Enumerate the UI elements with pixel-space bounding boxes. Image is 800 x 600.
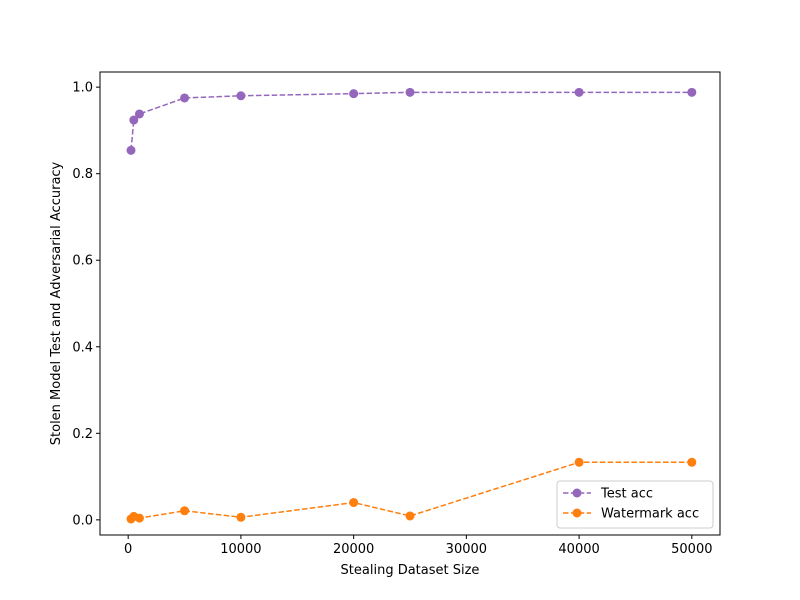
- data-point-watermark-acc: [687, 457, 697, 467]
- data-point-test-acc: [236, 91, 246, 101]
- legend-label-watermark-acc: Watermark acc: [601, 507, 699, 522]
- data-point-watermark-acc: [180, 506, 190, 516]
- plot-frame: [99, 71, 721, 536]
- data-point-test-acc: [129, 115, 139, 125]
- legend-marker-watermark-acc: [572, 508, 582, 518]
- data-point-test-acc: [180, 93, 190, 103]
- data-point-watermark-acc: [574, 457, 584, 467]
- x-tick-label: 50000: [671, 542, 712, 557]
- data-point-watermark-acc: [134, 513, 144, 523]
- x-tick-label: 30000: [446, 542, 487, 557]
- data-point-watermark-acc: [349, 498, 359, 508]
- y-axis: 0.0 0.2 0.4 0.6 0.8 1.0: [72, 81, 100, 528]
- data-point-test-acc: [126, 145, 136, 155]
- data-point-test-acc: [687, 87, 697, 97]
- y-tick-label: 0.2: [72, 427, 93, 442]
- data-point-test-acc: [349, 89, 359, 99]
- x-tick-label: 40000: [558, 542, 599, 557]
- y-axis-label: Stolen Model Test and Adversarial Accura…: [49, 161, 64, 445]
- x-tick-label: 20000: [333, 542, 374, 557]
- y-tick-label: 0.0: [72, 513, 93, 528]
- data-point-test-acc: [405, 87, 415, 97]
- x-axis-label: Stealing Dataset Size: [341, 563, 480, 578]
- y-tick-label: 0.8: [72, 167, 93, 182]
- y-tick-label: 0.4: [72, 340, 93, 355]
- y-tick-label: 1.0: [72, 81, 93, 96]
- data-point-watermark-acc: [236, 512, 246, 522]
- legend-frame: [556, 480, 714, 529]
- legend-marker-test-acc: [572, 488, 582, 498]
- series-layer: [126, 87, 697, 524]
- data-point-test-acc: [574, 87, 584, 97]
- data-point-test-acc: [134, 109, 144, 119]
- x-tick-label: 0: [124, 542, 132, 557]
- x-axis: 0 10000 20000 30000 40000 50000: [124, 535, 712, 557]
- legend: Test acc Watermark acc: [556, 480, 714, 529]
- y-tick-label: 0.6: [72, 254, 93, 269]
- data-point-watermark-acc: [405, 511, 415, 521]
- legend-label-test-acc: Test acc: [600, 487, 653, 502]
- x-tick-label: 10000: [220, 542, 261, 557]
